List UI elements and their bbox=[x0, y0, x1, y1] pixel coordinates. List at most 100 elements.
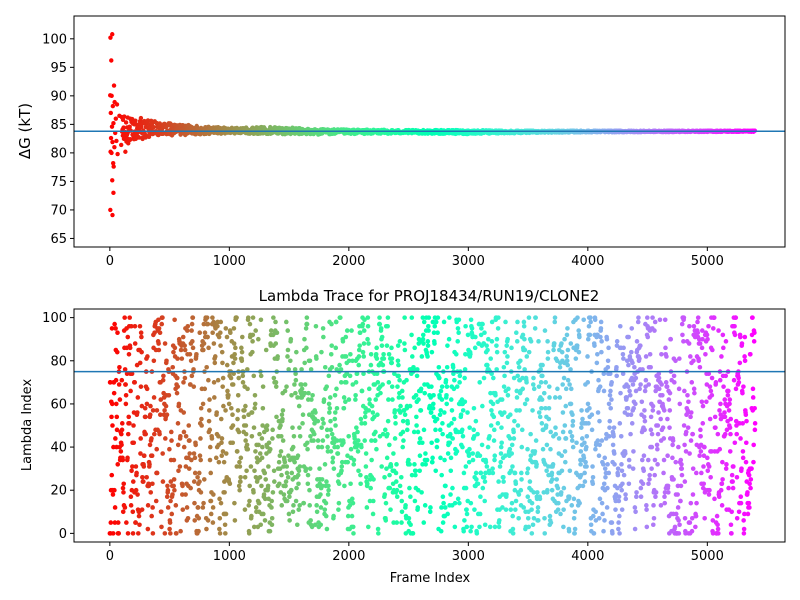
lambda-point bbox=[462, 367, 468, 372]
lambda-point bbox=[606, 433, 612, 439]
lambda-point bbox=[506, 386, 511, 392]
lambda-point bbox=[239, 358, 245, 364]
lambda-point bbox=[375, 380, 381, 385]
lambda-point bbox=[598, 319, 604, 325]
lambda-point bbox=[349, 496, 355, 502]
lambda-point bbox=[696, 358, 702, 364]
lambda-point bbox=[697, 364, 703, 370]
lambda-point bbox=[648, 414, 654, 420]
lambda-point bbox=[325, 444, 330, 450]
lambda-point bbox=[366, 386, 372, 392]
lambda-point bbox=[543, 380, 548, 385]
lambda-point bbox=[407, 403, 413, 409]
lambda-point bbox=[620, 481, 625, 487]
lambda-point bbox=[421, 427, 427, 433]
lambda-point bbox=[686, 341, 692, 346]
lambda-point bbox=[345, 453, 350, 459]
lambda-point bbox=[208, 511, 214, 517]
lambda-point bbox=[398, 410, 403, 415]
lambda-point bbox=[642, 408, 647, 413]
lambda-point bbox=[175, 442, 181, 448]
lambda-point bbox=[431, 330, 437, 336]
lambda-point bbox=[645, 457, 651, 463]
lambda-point bbox=[459, 427, 465, 433]
lambda-point bbox=[187, 451, 193, 456]
lambda-point bbox=[431, 414, 437, 420]
lambda-point bbox=[137, 360, 143, 366]
lambda-point bbox=[394, 462, 399, 467]
delta-g-point bbox=[117, 113, 122, 119]
lambda-point bbox=[324, 526, 330, 532]
lambda-point bbox=[643, 377, 649, 383]
lambda-point bbox=[149, 453, 155, 459]
lambda-point bbox=[550, 477, 555, 482]
lambda-point bbox=[173, 503, 179, 508]
lambda-point bbox=[379, 334, 385, 340]
lambda-point bbox=[456, 317, 462, 323]
lambda-point bbox=[167, 520, 173, 525]
delta-g-point bbox=[161, 122, 166, 127]
lambda-point bbox=[638, 485, 644, 491]
lambda-point bbox=[685, 410, 691, 415]
lambda-point bbox=[610, 531, 615, 536]
lambda-point bbox=[411, 367, 417, 372]
lambda-point bbox=[374, 345, 379, 351]
lambda-point bbox=[196, 528, 201, 534]
lambda-point bbox=[153, 498, 159, 504]
y-tick-label: 100 bbox=[42, 311, 67, 326]
lambda-point bbox=[487, 433, 492, 439]
lambda-point bbox=[490, 401, 496, 407]
lambda-point bbox=[333, 423, 338, 428]
lambda-point bbox=[191, 367, 196, 372]
lambda-point bbox=[601, 462, 606, 467]
lambda-point bbox=[707, 416, 713, 422]
lambda-point bbox=[483, 470, 488, 476]
lambda-point bbox=[676, 531, 682, 536]
lambda-point bbox=[639, 457, 645, 463]
lambda-point bbox=[174, 390, 180, 396]
lambda-point bbox=[139, 507, 145, 512]
lambda-point bbox=[395, 358, 401, 364]
lambda-point bbox=[448, 492, 453, 497]
lambda-point bbox=[259, 436, 265, 441]
lambda-point bbox=[328, 427, 334, 433]
lambda-point bbox=[714, 513, 720, 519]
lambda-point bbox=[593, 446, 598, 452]
delta-g-axes-frame bbox=[73, 15, 786, 248]
lambda-point bbox=[741, 531, 747, 536]
lambda-point bbox=[533, 315, 538, 320]
lambda-point bbox=[327, 410, 332, 415]
lambda-point bbox=[198, 436, 203, 441]
lambda-point bbox=[113, 377, 119, 383]
lambda-point bbox=[114, 401, 119, 407]
lambda-point bbox=[181, 380, 186, 385]
lambda-point bbox=[269, 505, 274, 510]
lambda-point bbox=[565, 377, 571, 383]
lambda-point bbox=[652, 319, 658, 325]
lambda-point bbox=[613, 507, 618, 512]
lambda-point bbox=[431, 401, 436, 407]
lambda-point bbox=[315, 438, 321, 443]
lambda-point bbox=[302, 390, 308, 396]
lambda-point bbox=[608, 405, 614, 411]
lambda-point bbox=[467, 425, 472, 430]
lambda-point bbox=[705, 336, 710, 342]
lambda-point bbox=[296, 468, 302, 474]
lambda-point bbox=[572, 526, 578, 532]
lambda-point bbox=[495, 326, 501, 331]
lambda-point bbox=[448, 455, 454, 461]
lambda-point bbox=[512, 418, 517, 424]
lambda-point bbox=[494, 367, 499, 372]
lambda-point bbox=[680, 332, 685, 338]
lambda-point bbox=[272, 479, 277, 484]
lambda-point bbox=[346, 397, 352, 402]
lambda-trace-panel: Lambda Trace for PROJ18434/RUN19/CLONE2 … bbox=[20, 287, 786, 586]
lambda-point bbox=[212, 354, 218, 359]
lambda-point bbox=[305, 446, 310, 452]
lambda-point bbox=[158, 509, 164, 515]
lambda-point bbox=[697, 341, 703, 346]
y-tick-label: 60 bbox=[50, 397, 67, 412]
lambda-point bbox=[736, 509, 742, 515]
lambda-point bbox=[723, 466, 729, 471]
delta-g-point bbox=[157, 123, 163, 128]
